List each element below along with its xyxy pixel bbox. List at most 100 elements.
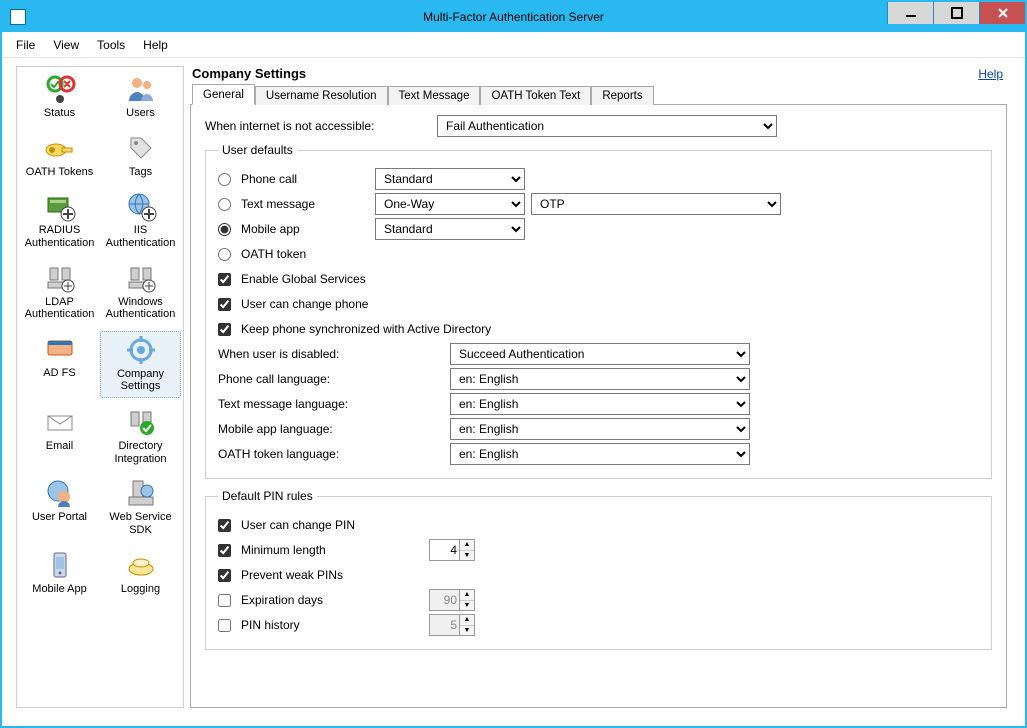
tab-username-resolution[interactable]: Username Resolution — [255, 86, 388, 105]
check-pin-history[interactable] — [218, 619, 231, 632]
radio-mobile-app[interactable] — [218, 223, 231, 236]
sidebar-item-label: Company Settings — [117, 368, 164, 393]
text-lang-label: Text message language: — [218, 397, 450, 411]
tab-oath-token-text[interactable]: OATH Token Text — [480, 86, 591, 105]
tab-text-message[interactable]: Text Message — [388, 86, 481, 105]
user-defaults-legend: User defaults — [218, 143, 297, 157]
check-sync-ad-label: Keep phone synchronized with Active Dire… — [241, 322, 491, 336]
sidebar-item-label: Web Service SDK — [109, 511, 171, 536]
sidebar-item-windows[interactable]: Windows Authentication — [100, 260, 181, 325]
check-expiration[interactable] — [218, 594, 231, 607]
menu-file[interactable]: File — [16, 38, 35, 52]
check-global-services-label: Enable Global Services — [241, 272, 366, 286]
maximize-button[interactable] — [933, 2, 979, 24]
sidebar-item-portal[interactable]: User Portal — [19, 475, 100, 540]
minimize-button[interactable] — [887, 2, 933, 24]
menu-tools[interactable]: Tools — [97, 38, 125, 52]
spin-down-icon[interactable]: ▼ — [460, 601, 474, 611]
internet-label: When internet is not accessible: — [205, 119, 437, 133]
sidebar-item-iis[interactable]: IIS Authentication — [100, 188, 181, 253]
check-change-phone[interactable] — [218, 298, 231, 311]
menubar: File View Tools Help — [2, 32, 1025, 58]
radio-oath-token[interactable] — [218, 248, 231, 261]
sidebar-item-label: IIS Authentication — [106, 224, 176, 249]
sidebar-item-directory[interactable]: Directory Integration — [100, 404, 181, 469]
oath-lang-label: OATH token language: — [218, 447, 450, 461]
menu-view[interactable]: View — [53, 38, 79, 52]
sidebar-item-label: Windows Authentication — [106, 296, 176, 321]
sidebar-item-radius[interactable]: RADIUS Authentication — [19, 188, 100, 253]
text-lang-select[interactable]: en: English — [450, 393, 750, 415]
radio-text-message[interactable] — [218, 198, 231, 211]
internet-select[interactable]: Fail Authentication — [437, 115, 777, 137]
mobile-app-mode-select[interactable]: Standard — [375, 218, 525, 240]
disabled-label: When user is disabled: — [218, 347, 450, 361]
expiration-spinner[interactable]: ▲▼ — [429, 589, 475, 611]
check-weak-pins-label: Prevent weak PINs — [241, 568, 343, 582]
expiration-input[interactable] — [429, 589, 459, 611]
help-link[interactable]: Help — [978, 67, 1003, 81]
check-weak-pins[interactable] — [218, 569, 231, 582]
text-message-type-select[interactable]: OTP — [531, 193, 781, 215]
app-lang-select[interactable]: en: English — [450, 418, 750, 440]
menu-help[interactable]: Help — [143, 38, 168, 52]
radio-phone-call[interactable] — [218, 173, 231, 186]
app-icon — [10, 9, 26, 25]
check-min-length-label: Minimum length — [241, 543, 361, 557]
check-global-services[interactable] — [218, 273, 231, 286]
min-length-input[interactable] — [429, 539, 459, 561]
tab-reports[interactable]: Reports — [591, 86, 653, 105]
sidebar-item-email[interactable]: Email — [19, 404, 100, 469]
spin-up-icon[interactable]: ▲ — [460, 540, 474, 551]
titlebar[interactable]: Multi-Factor Authentication Server — [2, 2, 1025, 32]
sidebar-item-users[interactable]: Users — [100, 71, 181, 124]
sidebar-item-label: Email — [46, 440, 74, 453]
tab-general[interactable]: General — [192, 84, 255, 105]
sidebar-item-label: RADIUS Authentication — [25, 224, 95, 249]
sidebar-item-label: OATH Tokens — [26, 166, 93, 179]
sidebar-item-label: Status — [44, 107, 75, 120]
phone-call-mode-select[interactable]: Standard — [375, 168, 525, 190]
check-expiration-label: Expiration days — [241, 593, 361, 607]
client-area: Status Users OATH Tokens Tags RADIUS Authent… — [2, 58, 1025, 726]
sidebar-item-status[interactable]: Status — [19, 71, 100, 124]
close-button[interactable] — [979, 2, 1025, 24]
sidebar-item-adfs[interactable]: AD FS — [19, 331, 100, 398]
check-sync-ad[interactable] — [218, 323, 231, 336]
spin-down-icon[interactable]: ▼ — [460, 551, 474, 561]
check-change-phone-label: User can change phone — [241, 297, 368, 311]
sidebar-item-label: LDAP Authentication — [25, 296, 95, 321]
sidebar-item-oath[interactable]: OATH Tokens — [19, 130, 100, 183]
sidebar-item-company[interactable]: Company Settings — [100, 331, 181, 398]
app-lang-label: Mobile app language: — [218, 422, 450, 436]
phone-lang-select[interactable]: en: English — [450, 368, 750, 390]
spin-up-icon[interactable]: ▲ — [460, 590, 474, 601]
min-length-spinner[interactable]: ▲▼ — [429, 539, 475, 561]
sidebar-item-tags[interactable]: Tags — [100, 130, 181, 183]
radio-mobile-app-label: Mobile app — [241, 222, 369, 236]
phone-lang-label: Phone call language: — [218, 372, 450, 386]
text-message-mode-select[interactable]: One-Way — [375, 193, 525, 215]
sidebar-item-label: Directory Integration — [115, 440, 167, 465]
check-min-length[interactable] — [218, 544, 231, 557]
sidebar-item-ldap[interactable]: LDAP Authentication — [19, 260, 100, 325]
sidebar: Status Users OATH Tokens Tags RADIUS Authent… — [16, 66, 184, 708]
check-pin-history-label: PIN history — [241, 618, 361, 632]
sidebar-item-sdk[interactable]: Web Service SDK — [100, 475, 181, 540]
spin-down-icon[interactable]: ▼ — [460, 626, 474, 636]
history-spinner[interactable]: ▲▼ — [429, 614, 475, 636]
main-panel: Company Settings Help General Username R… — [190, 66, 1007, 708]
check-change-pin-label: User can change PIN — [241, 518, 355, 532]
disabled-select[interactable]: Succeed Authentication — [450, 343, 750, 365]
sidebar-item-mobile[interactable]: Mobile App — [19, 547, 100, 600]
check-change-pin[interactable] — [218, 519, 231, 532]
pin-rules-group: Default PIN rules User can change PIN Mi… — [205, 489, 992, 650]
radio-phone-call-label: Phone call — [241, 172, 369, 186]
spin-up-icon[interactable]: ▲ — [460, 615, 474, 626]
history-input[interactable] — [429, 614, 459, 636]
sidebar-item-logging[interactable]: Logging — [100, 547, 181, 600]
radio-oath-token-label: OATH token — [241, 247, 369, 261]
oath-lang-select[interactable]: en: English — [450, 443, 750, 465]
window-title: Multi-Factor Authentication Server — [2, 10, 1025, 24]
sidebar-item-label: Logging — [121, 583, 160, 596]
